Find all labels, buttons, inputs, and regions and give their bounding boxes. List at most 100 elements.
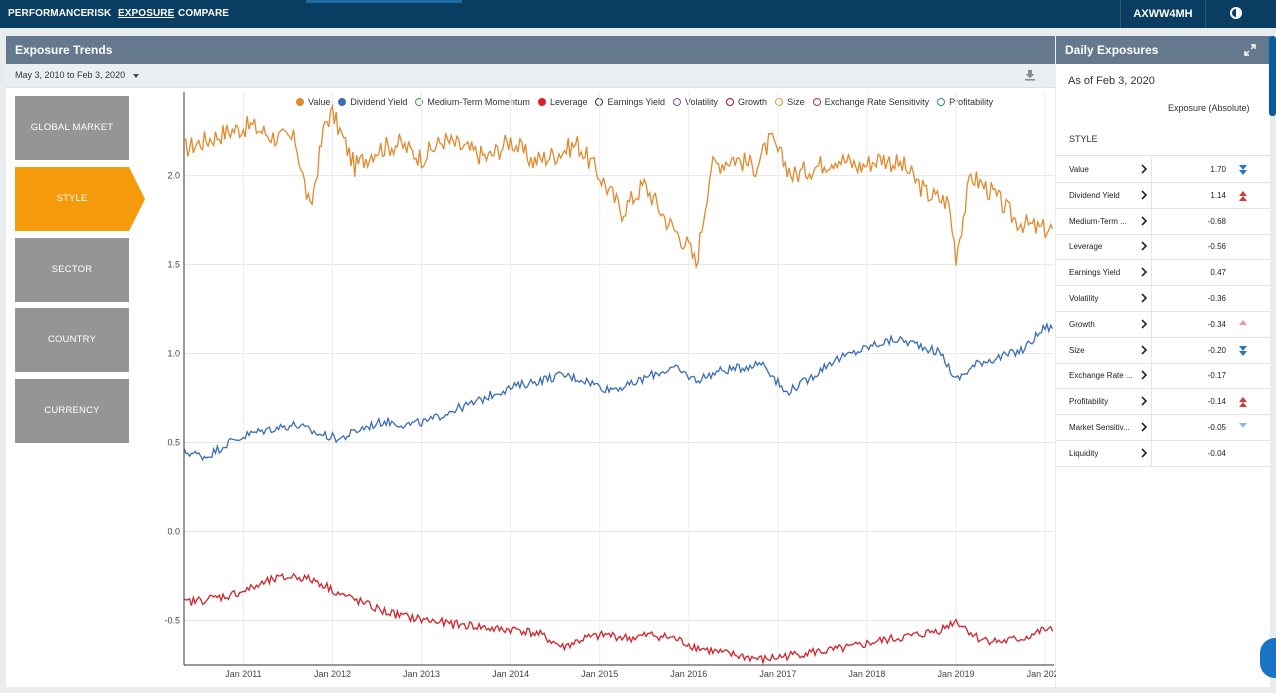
exposure-row-label: Volatility (1069, 294, 1099, 303)
y-tick-label: 1.5 (167, 260, 180, 270)
date-range-dropdown[interactable]: May 3, 2010 to Feb 3, 2020 (15, 70, 140, 80)
x-tick-label: Jan 2013 (403, 669, 440, 679)
series-line-value (183, 103, 1054, 270)
legend-item[interactable]: Value (296, 97, 330, 107)
trend-up-icon (1239, 397, 1247, 408)
row-divider (1151, 234, 1152, 261)
row-divider (1151, 208, 1152, 235)
chevron-right-icon[interactable] (1140, 396, 1148, 406)
legend-label: Dividend Yield (350, 97, 408, 107)
expand-icon[interactable] (1244, 44, 1256, 56)
daily-exposures-panel: Daily Exposures As of Feb 3, 2020 Exposu… (1056, 36, 1270, 687)
legend-label: Medium-Term Momentum (427, 97, 530, 107)
legend-item[interactable]: Profitability (937, 97, 993, 107)
exposure-row[interactable]: Medium-Term ... -0.68 (1056, 208, 1270, 235)
exposure-row-label: Value (1069, 165, 1089, 174)
row-divider (1151, 157, 1152, 183)
exposure-trends-title: Exposure Trends (6, 36, 1055, 64)
row-divider (1151, 415, 1152, 441)
account-selector[interactable]: AXWW4MH (1120, 0, 1206, 28)
exposure-row-value: -0.56 (1207, 242, 1226, 252)
legend-item[interactable]: Size (775, 97, 805, 107)
x-tick-label: Jan 2014 (492, 669, 529, 679)
contrast-icon[interactable] (1230, 7, 1242, 19)
chevron-right-icon[interactable] (1140, 164, 1148, 174)
legend-item[interactable]: Volatility (673, 97, 718, 107)
tab-strip-indicator (306, 0, 462, 3)
exposure-row[interactable]: Profitability -0.14 (1056, 389, 1270, 416)
row-divider (1151, 311, 1152, 338)
trend-up-icon (1239, 319, 1247, 325)
trend-down-icon (1239, 423, 1247, 428)
exposure-row[interactable]: Exchange Rate ... -0.17 (1056, 363, 1270, 390)
chevron-right-icon[interactable] (1140, 319, 1148, 329)
row-divider (1151, 260, 1152, 287)
exposure-row[interactable]: Value 1.70 (1056, 157, 1270, 183)
y-tick-label: 2.0 (167, 171, 180, 181)
x-tick-label: Jan 2017 (759, 669, 796, 679)
exposure-row[interactable]: Size -0.20 (1056, 337, 1270, 364)
legend-marker-icon (296, 98, 304, 106)
nav-exposure[interactable]: EXPOSURE (118, 8, 175, 19)
y-tick-label: 0.0 (167, 527, 180, 537)
exposure-row-value: -0.34 (1207, 319, 1226, 329)
exposure-row-value: -0.36 (1207, 294, 1226, 303)
nav-compare[interactable]: COMPARE (178, 8, 230, 19)
exposure-row-value: 0.47 (1210, 268, 1226, 278)
date-range-bar: May 3, 2010 to Feb 3, 2020 (6, 64, 1055, 88)
chevron-right-icon[interactable] (1140, 448, 1148, 458)
legend-item[interactable]: Exchange Rate Sensitivity (812, 97, 930, 107)
exposure-row[interactable]: Liquidity -0.04 (1056, 440, 1270, 467)
legend-label: Value (308, 97, 331, 107)
chevron-right-icon[interactable] (1140, 345, 1148, 355)
exposure-row-label: Medium-Term ... (1069, 216, 1127, 226)
series-line-dividend-yield (183, 321, 1054, 462)
chevron-right-icon[interactable] (1140, 241, 1148, 251)
legend-marker-icon (937, 98, 946, 106)
exposure-row[interactable]: Leverage -0.56 (1056, 234, 1270, 261)
exposure-row[interactable]: Volatility -0.36 (1056, 286, 1270, 312)
category-country[interactable]: COUNTRY (15, 308, 129, 372)
download-icon[interactable] (1024, 69, 1036, 81)
top-nav-bar: PERFORMANCE RISK EXPOSURE COMPARE AXWW4M… (0, 0, 1276, 28)
chevron-right-icon[interactable] (1140, 190, 1148, 200)
exposure-row[interactable]: Growth -0.34 (1056, 311, 1270, 338)
exposure-row-label: Growth (1069, 319, 1095, 329)
legend-label: Profitability (949, 97, 994, 107)
exposure-row-label: Market Sensitiv... (1069, 423, 1130, 432)
chevron-right-icon[interactable] (1140, 216, 1148, 226)
x-tick-label: Jan 2012 (314, 669, 351, 679)
legend-item[interactable]: Leverage (537, 97, 588, 107)
category-style[interactable]: STYLE (15, 167, 145, 231)
exposure-row[interactable]: Earnings Yield 0.47 (1056, 260, 1270, 287)
nav-risk[interactable]: RISK (87, 8, 112, 19)
x-tick-label: Jan 2020 (1027, 669, 1060, 679)
chevron-right-icon[interactable] (1140, 267, 1148, 277)
caret-down-icon (133, 73, 140, 78)
exposure-row-value: 1.14 (1210, 190, 1226, 200)
scrollbar[interactable] (1269, 36, 1276, 116)
daily-exposures-title: Daily Exposures (1056, 36, 1270, 64)
x-tick-label: Jan 2011 (225, 669, 261, 679)
category-global-market[interactable]: GLOBAL MARKET (15, 96, 129, 160)
help-chat-button[interactable] (1260, 638, 1276, 678)
nav-performance[interactable]: PERFORMANCE (8, 8, 88, 19)
legend-marker-icon (338, 98, 347, 106)
trend-down-icon (1239, 345, 1247, 356)
chevron-right-icon[interactable] (1140, 293, 1148, 303)
legend-label: Leverage (549, 97, 588, 107)
trend-down-icon (1239, 165, 1247, 175)
legend-item[interactable]: Dividend Yield (338, 97, 407, 107)
category-sector[interactable]: SECTOR (15, 238, 129, 302)
category-currency[interactable]: CURRENCY (15, 379, 129, 443)
chevron-right-icon[interactable] (1140, 370, 1148, 380)
x-tick-label: Jan 2016 (670, 669, 707, 679)
legend-label: Exchange Rate Sensitivity (824, 97, 930, 107)
x-tick-label: Jan 2018 (848, 669, 885, 679)
y-tick-label: 0.5 (167, 438, 180, 448)
legend-item[interactable]: Medium-Term Momentum (415, 97, 530, 107)
exposure-row[interactable]: Dividend Yield 1.14 (1056, 182, 1270, 209)
chevron-right-icon[interactable] (1140, 422, 1148, 432)
exposure-row[interactable]: Market Sensitiv... -0.05 (1056, 415, 1270, 441)
legend-item[interactable]: Growth (726, 97, 767, 107)
